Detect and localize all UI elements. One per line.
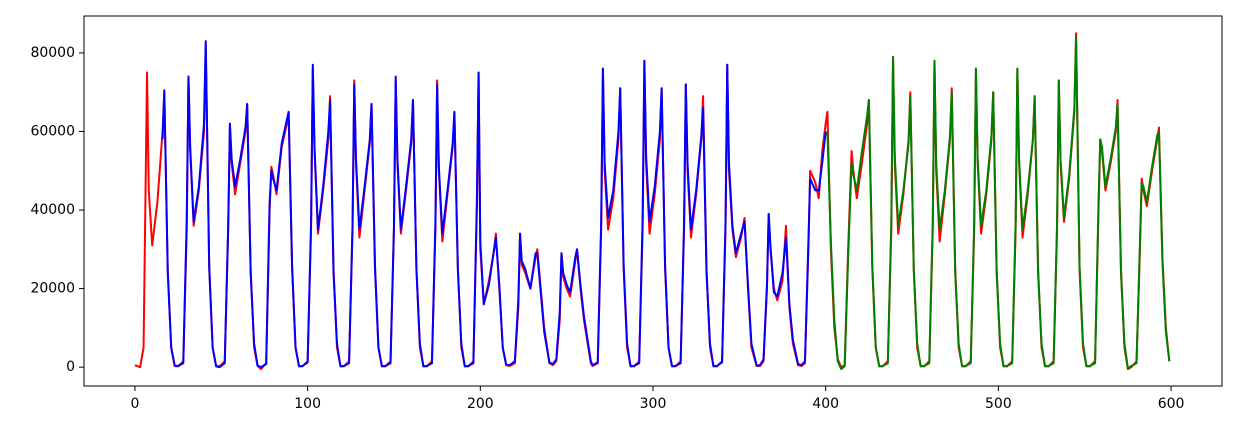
- y-tick-label: 40000: [30, 202, 75, 218]
- y-tick-label: 0: [66, 359, 75, 375]
- x-tick-label: 400: [812, 396, 839, 412]
- series-line: [826, 36, 1171, 371]
- y-tick-label: 60000: [30, 123, 75, 139]
- x-tick-label: 200: [467, 396, 494, 412]
- x-tick-label: 100: [294, 396, 321, 412]
- x-tick-label: 500: [985, 396, 1012, 412]
- x-tick-label: 600: [1158, 396, 1185, 412]
- series-line: [161, 40, 827, 369]
- y-tick-label: 20000: [30, 281, 75, 297]
- y-tick-label: 80000: [30, 45, 75, 61]
- x-tick-label: 300: [640, 396, 667, 412]
- x-tick-label: 0: [130, 396, 139, 412]
